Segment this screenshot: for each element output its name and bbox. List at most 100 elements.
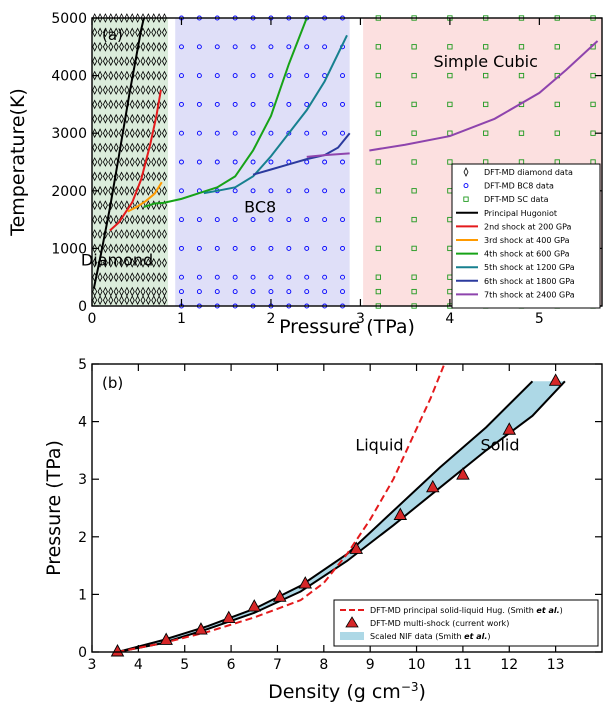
- region-label: Diamond: [81, 251, 153, 270]
- diamond-data-point: [97, 200, 103, 211]
- sc-data-point: [411, 188, 417, 194]
- diamond-data-point: [113, 13, 119, 23]
- diamond-data-point: [151, 229, 157, 239]
- y-tick-label: 1000: [51, 241, 87, 257]
- bc8-data-point: [286, 245, 292, 251]
- diamond-data-point: [113, 99, 119, 110]
- legend-label-part: et al.: [464, 632, 487, 641]
- diamond-data-point: [151, 214, 157, 225]
- sc-data-point: [554, 101, 560, 108]
- diamond-data-point: [129, 142, 135, 153]
- multishock-data-point: [222, 610, 236, 624]
- diamond-data-point: [129, 229, 135, 239]
- sc-data-point: [411, 72, 417, 79]
- diamond-data-point: [124, 171, 130, 182]
- diamond-data-point: [113, 257, 119, 268]
- diamond-data-point: [108, 13, 114, 23]
- diamond-data-point: [113, 70, 119, 81]
- bc8-data-point: [214, 101, 220, 107]
- bc8-data-point: [232, 159, 238, 165]
- x-tick-label: 12: [500, 657, 518, 673]
- diamond-data-point: [156, 41, 162, 52]
- sc-data-point: [483, 101, 489, 108]
- bc8-data-point: [232, 130, 238, 136]
- diamond-data-point: [145, 41, 151, 52]
- panel-b-legend: DFT-MD principal solid-liquid Hug. (Smit…: [333, 599, 599, 647]
- bc8-data-point: [214, 289, 220, 295]
- sc-data-point: [447, 101, 453, 108]
- diamond-data-point: [92, 70, 98, 81]
- diamond-data-point: [119, 185, 124, 196]
- diamond-data-point: [113, 243, 119, 254]
- diamond-data-point: [119, 41, 124, 52]
- bc8-data-point: [304, 245, 310, 251]
- sc-data-point: [447, 44, 453, 50]
- diamond-data-point: [97, 157, 103, 167]
- x-tick-label: 9: [366, 657, 375, 673]
- diamond-data-point: [162, 243, 167, 254]
- bc8-data-point: [340, 130, 345, 136]
- bc8-data-point: [322, 217, 328, 223]
- diamond-data-point: [140, 85, 146, 95]
- sc-data-point: [411, 159, 417, 165]
- panel-a-tag: (a): [102, 26, 123, 44]
- diamond-data-point: [97, 99, 103, 110]
- diamond-data-point: [124, 128, 130, 139]
- legend-label-part: ): [487, 632, 490, 641]
- multishock-data-point: [349, 541, 364, 554]
- diamond-data-point: [108, 27, 114, 38]
- diamond-data-point: [145, 272, 151, 283]
- sc-data-point: [483, 130, 489, 136]
- diamond-data-point: [129, 157, 135, 167]
- diamond-data-point: [102, 272, 108, 283]
- bc8-data-point: [250, 274, 256, 280]
- diamond-data-point: [119, 99, 124, 110]
- series-line: [127, 181, 163, 213]
- region-label: Solid: [481, 435, 520, 454]
- panel-b-xlabel: Density (g cm−3): [268, 680, 426, 703]
- diamond-data-point: [135, 70, 141, 81]
- diamond-data-point: [145, 229, 151, 239]
- x-tick-label: 3: [356, 311, 365, 327]
- diamond-data-point: [108, 157, 114, 167]
- diamond-data-point: [119, 56, 124, 67]
- diamond-data-point: [113, 27, 119, 38]
- multishock-data-point: [247, 599, 262, 612]
- sc-data-point: [554, 130, 560, 136]
- bc8-data-point: [196, 159, 202, 165]
- diamond-data-point: [156, 85, 162, 95]
- diamond-data-point: [145, 128, 151, 139]
- diamond-data-point: [102, 142, 108, 153]
- sc-data-point: [518, 72, 525, 79]
- diamond-data-point: [156, 56, 162, 67]
- bc8-data-point: [232, 44, 238, 50]
- sc-data-point: [411, 274, 417, 280]
- bc8-data-point: [196, 44, 202, 50]
- legend-label: 4th shock at 600 GPa: [484, 250, 570, 259]
- diamond-data-point: [124, 56, 130, 67]
- diamond-data-point: [145, 185, 151, 196]
- diamond-data-point: [156, 142, 162, 153]
- bc8-data-point: [214, 245, 220, 251]
- bc8-data-point: [250, 188, 256, 194]
- diamond-data-point: [119, 70, 124, 81]
- diamond-data-point: [145, 295, 151, 306]
- diamond-data-point: [162, 229, 167, 239]
- multishock-data-point: [426, 479, 440, 493]
- bc8-data-point: [286, 188, 292, 194]
- diamond-data-point: [151, 272, 157, 283]
- diamond-data-point: [129, 185, 135, 196]
- bc8-data-point: [304, 44, 310, 50]
- bc8-data-point: [214, 159, 220, 165]
- y-tick-label: 2000: [51, 184, 87, 200]
- bc8-data-point: [268, 188, 274, 194]
- legend-label: DFT-MD principal solid-liquid Hug. (Smit…: [370, 606, 563, 615]
- diamond-data-point: [124, 229, 130, 239]
- diamond-data-point: [156, 13, 162, 23]
- diamond-data-point: [92, 286, 98, 297]
- diamond-data-point: [129, 257, 135, 268]
- diamond-data-point: [108, 229, 114, 239]
- bc8-data-point: [268, 130, 274, 136]
- diamond-data-point: [151, 257, 157, 268]
- bc8-data-point: [304, 101, 310, 107]
